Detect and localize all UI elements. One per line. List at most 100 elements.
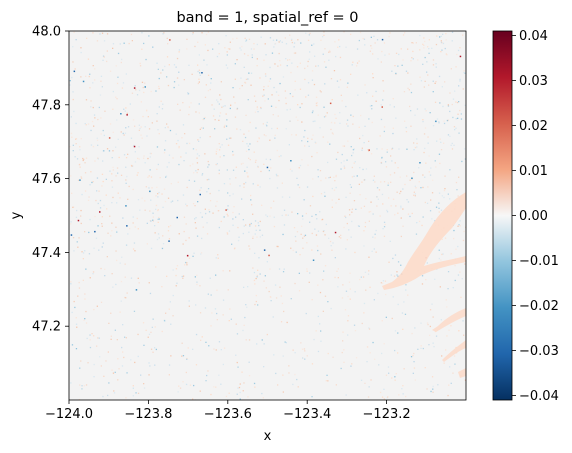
raster-speckle xyxy=(451,40,453,42)
raster-speckle xyxy=(131,92,134,94)
raster-speckle xyxy=(437,384,439,386)
raster-speckle xyxy=(323,106,325,108)
raster-speckle xyxy=(206,64,208,66)
raster-speckle xyxy=(150,247,153,250)
raster-speckle xyxy=(260,170,262,173)
raster-speckle xyxy=(178,51,180,53)
raster-speckle xyxy=(425,279,427,281)
raster-speckle xyxy=(242,140,244,142)
raster-speckle xyxy=(76,241,78,243)
raster-speckle xyxy=(322,53,324,55)
raster-speckle xyxy=(368,118,370,120)
raster-speckle xyxy=(152,318,154,320)
raster-speckle xyxy=(124,132,127,134)
raster-speckle xyxy=(208,178,210,181)
raster-speckle xyxy=(297,119,299,121)
raster-speckle xyxy=(312,178,314,180)
raster-speckle xyxy=(69,80,71,82)
raster-speckle xyxy=(237,366,239,368)
raster-speckle xyxy=(275,173,278,176)
raster-speckle xyxy=(455,101,457,103)
raster-speckle xyxy=(177,391,179,393)
raster-speckle xyxy=(138,129,140,131)
raster-speckle xyxy=(440,259,442,261)
raster-speckle xyxy=(316,104,318,107)
raster-speckle xyxy=(199,390,201,392)
raster-speckle xyxy=(317,350,320,353)
raster-speckle xyxy=(224,47,226,49)
raster-speckle xyxy=(443,120,445,122)
raster-speckle xyxy=(298,290,301,292)
raster-speckle xyxy=(148,175,150,177)
y-tick-label: 47.2 xyxy=(32,320,61,335)
raster-speckle xyxy=(192,163,194,165)
raster-speckle xyxy=(161,193,163,195)
raster-speckle xyxy=(115,175,117,177)
raster-speckle xyxy=(89,73,91,75)
raster-speckle xyxy=(114,329,116,331)
raster-speckle xyxy=(197,82,199,85)
raster-speckle xyxy=(92,273,94,275)
raster-speckle xyxy=(252,183,254,185)
raster-speckle xyxy=(409,105,411,108)
raster-speckle xyxy=(395,373,397,375)
raster-speckle xyxy=(410,356,413,358)
raster-speckle xyxy=(178,385,180,387)
raster-speckle xyxy=(350,186,352,188)
raster-speckle xyxy=(164,127,166,129)
raster-speckle xyxy=(197,70,199,73)
raster-speckle xyxy=(356,65,358,67)
raster-speckle xyxy=(391,70,393,72)
raster-speckle xyxy=(421,224,423,227)
raster-speckle xyxy=(256,236,258,238)
raster-speckle xyxy=(251,204,253,206)
raster-speckle xyxy=(125,107,127,109)
raster-speckle xyxy=(298,186,301,189)
raster-speckle xyxy=(270,167,272,169)
raster-speckle xyxy=(424,40,426,43)
raster-speckle xyxy=(263,343,265,345)
raster-speckle xyxy=(431,192,434,194)
raster-speckle xyxy=(365,168,368,170)
raster-speckle xyxy=(314,141,316,143)
raster-speckle xyxy=(96,139,99,141)
raster-speckle xyxy=(414,185,416,187)
raster-speckle xyxy=(218,374,220,376)
raster-speckle xyxy=(373,299,375,301)
raster-speckle xyxy=(405,289,407,291)
raster-speckle xyxy=(206,374,208,377)
raster-speckle xyxy=(96,40,99,42)
raster-outlier xyxy=(263,249,266,251)
raster-speckle xyxy=(350,33,352,35)
raster-speckle xyxy=(70,282,72,285)
raster-speckle xyxy=(154,232,156,234)
raster-speckle xyxy=(381,193,384,196)
raster-speckle xyxy=(305,32,307,34)
raster-speckle xyxy=(237,239,240,242)
raster-speckle xyxy=(243,286,245,288)
raster-speckle xyxy=(462,239,465,242)
raster-speckle xyxy=(139,65,142,67)
raster-speckle xyxy=(186,262,188,264)
raster-speckle xyxy=(254,233,256,235)
raster-speckle xyxy=(101,246,103,248)
raster-speckle xyxy=(192,33,194,35)
raster-speckle xyxy=(249,143,251,145)
raster-speckle xyxy=(126,292,128,294)
raster-speckle xyxy=(389,104,391,106)
raster-outlier xyxy=(144,86,146,88)
raster-speckle xyxy=(80,47,82,49)
raster-speckle xyxy=(345,248,347,250)
raster-speckle xyxy=(365,289,367,291)
raster-speckle xyxy=(229,183,231,185)
raster-speckle xyxy=(144,82,146,84)
raster-speckle xyxy=(181,137,183,139)
y-tick-label: 47.8 xyxy=(32,98,61,113)
raster-speckle xyxy=(463,230,465,233)
raster-speckle xyxy=(296,231,299,233)
raster-speckle xyxy=(446,335,448,337)
raster-speckle xyxy=(458,224,460,226)
raster-speckle xyxy=(285,43,288,45)
raster-speckle xyxy=(396,191,398,193)
raster-speckle xyxy=(293,42,296,44)
